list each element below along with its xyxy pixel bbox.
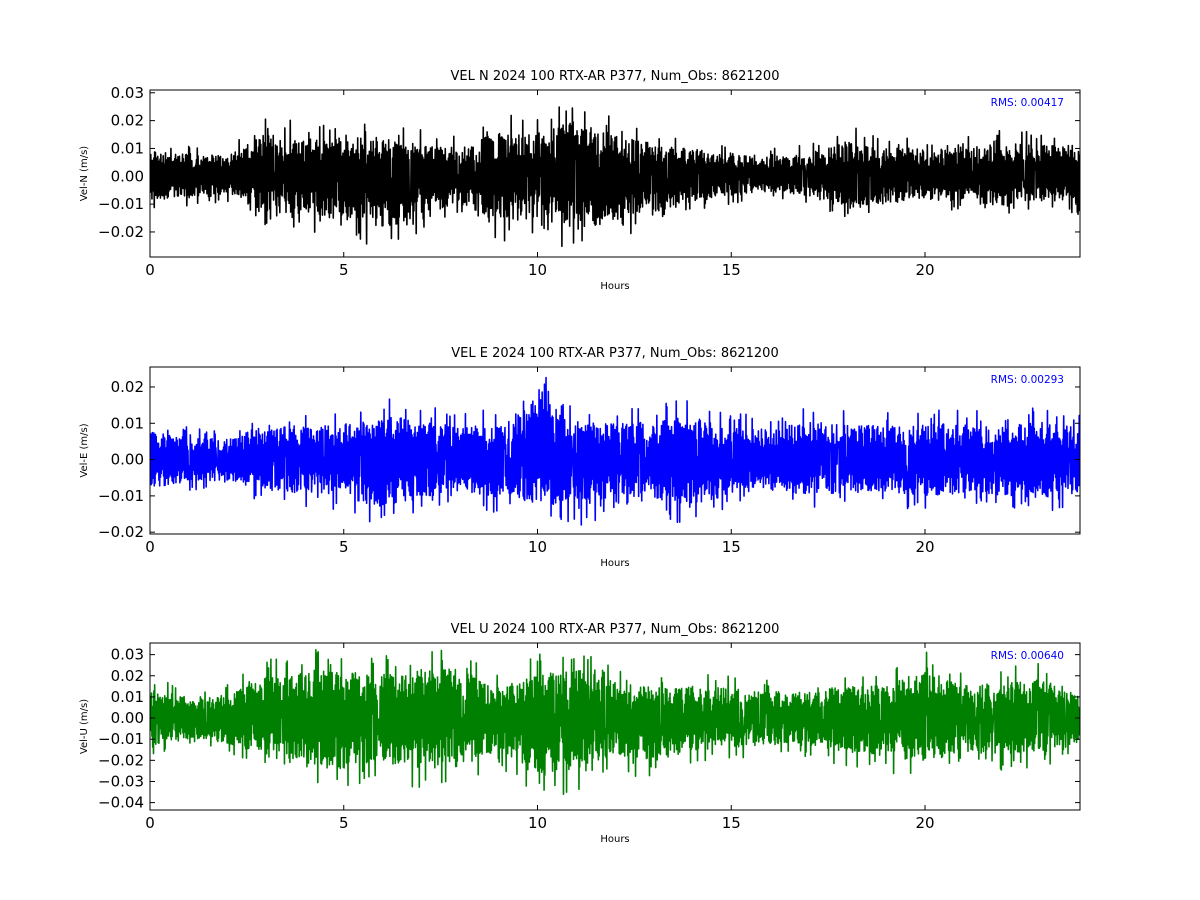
x-tick-label: 10	[528, 814, 547, 832]
x-axis-label-north: Hours	[600, 281, 629, 292]
chart-title-up: VEL U 2024 100 RTX-AR P377, Num_Obs: 862…	[451, 622, 780, 637]
y-tick-label: 0.02	[111, 378, 144, 396]
y-tick-label: 0.01	[111, 139, 144, 157]
y-tick-label: −0.01	[98, 487, 144, 505]
x-tick-label: 20	[915, 261, 934, 279]
y-tick-label: 0.03	[111, 646, 144, 664]
rms-annotation-north: RMS: 0.00417	[991, 97, 1064, 109]
y-tick-label: −0.01	[98, 195, 144, 213]
panel-up: 0 5 10 15 20 −0.04 −0.03 −0.02 −0.01 0.00 0.01 0.02…	[79, 622, 1081, 845]
x-tick-label: 15	[722, 261, 741, 279]
x-tick-label: 5	[339, 538, 349, 556]
x-tick-label: 0	[145, 814, 155, 832]
y-tick-label: 0.02	[111, 112, 144, 130]
x-tick-label: 15	[722, 814, 741, 832]
x-tick-label: 5	[339, 814, 349, 832]
series-line-north	[150, 106, 1080, 248]
y-tick-label: −0.02	[98, 223, 144, 241]
x-tick-label: 10	[528, 538, 547, 556]
x-tick-label: 5	[339, 261, 349, 279]
x-tick-label: 0	[145, 261, 155, 279]
x-tick-label: 20	[915, 814, 934, 832]
x-tick-label: 20	[915, 538, 934, 556]
y-tick-label: −0.04	[98, 794, 144, 812]
rms-annotation-up: RMS: 0.00640	[991, 650, 1064, 662]
panel-east: 0 5 10 15 20 −0.02 −0.01 0.00 0.01 0.02 VEL E 2024…	[79, 346, 1081, 569]
y-tick-label: −0.02	[98, 523, 144, 541]
y-axis-label-north: Vel-N (m/s)	[79, 146, 90, 201]
chart-title-north: VEL N 2024 100 RTX-AR P377, Num_Obs: 862…	[451, 69, 780, 84]
y-axis-label-up: Vel-U (m/s)	[79, 699, 90, 754]
y-tick-label: 0.00	[111, 709, 144, 727]
y-tick-label: 0.00	[111, 451, 144, 469]
series-line-east	[150, 376, 1080, 526]
y-tick-label: −0.02	[98, 751, 144, 769]
x-axis-label-up: Hours	[600, 834, 629, 845]
plot-frame-east	[149, 366, 1081, 535]
y-tick-label: 0.03	[111, 84, 144, 102]
y-tick-label: −0.01	[98, 730, 144, 748]
y-tick-label: 0.01	[111, 688, 144, 706]
chart-title-east: VEL E 2024 100 RTX-AR P377, Num_Obs: 862…	[451, 346, 778, 361]
rms-annotation-east: RMS: 0.00293	[991, 374, 1064, 386]
plot-frame-north	[149, 89, 1081, 258]
plot-frame-up	[149, 642, 1081, 811]
series-line-up	[150, 648, 1080, 796]
y-tick-label: 0.01	[111, 414, 144, 432]
x-tick-label: 15	[722, 538, 741, 556]
x-tick-label: 10	[528, 261, 547, 279]
y-tick-label: −0.03	[98, 772, 144, 790]
x-axis-label-east: Hours	[600, 558, 629, 569]
y-tick-label: 0.00	[111, 167, 144, 185]
y-axis-label-east: Vel-E (m/s)	[79, 423, 90, 477]
y-tick-label: 0.02	[111, 667, 144, 685]
x-tick-label: 0	[145, 538, 155, 556]
panel-north: 0 5 10 15 20 −0.02 −0.01 0.00 0.01 0.02 0.03 VEL N …	[79, 69, 1081, 292]
